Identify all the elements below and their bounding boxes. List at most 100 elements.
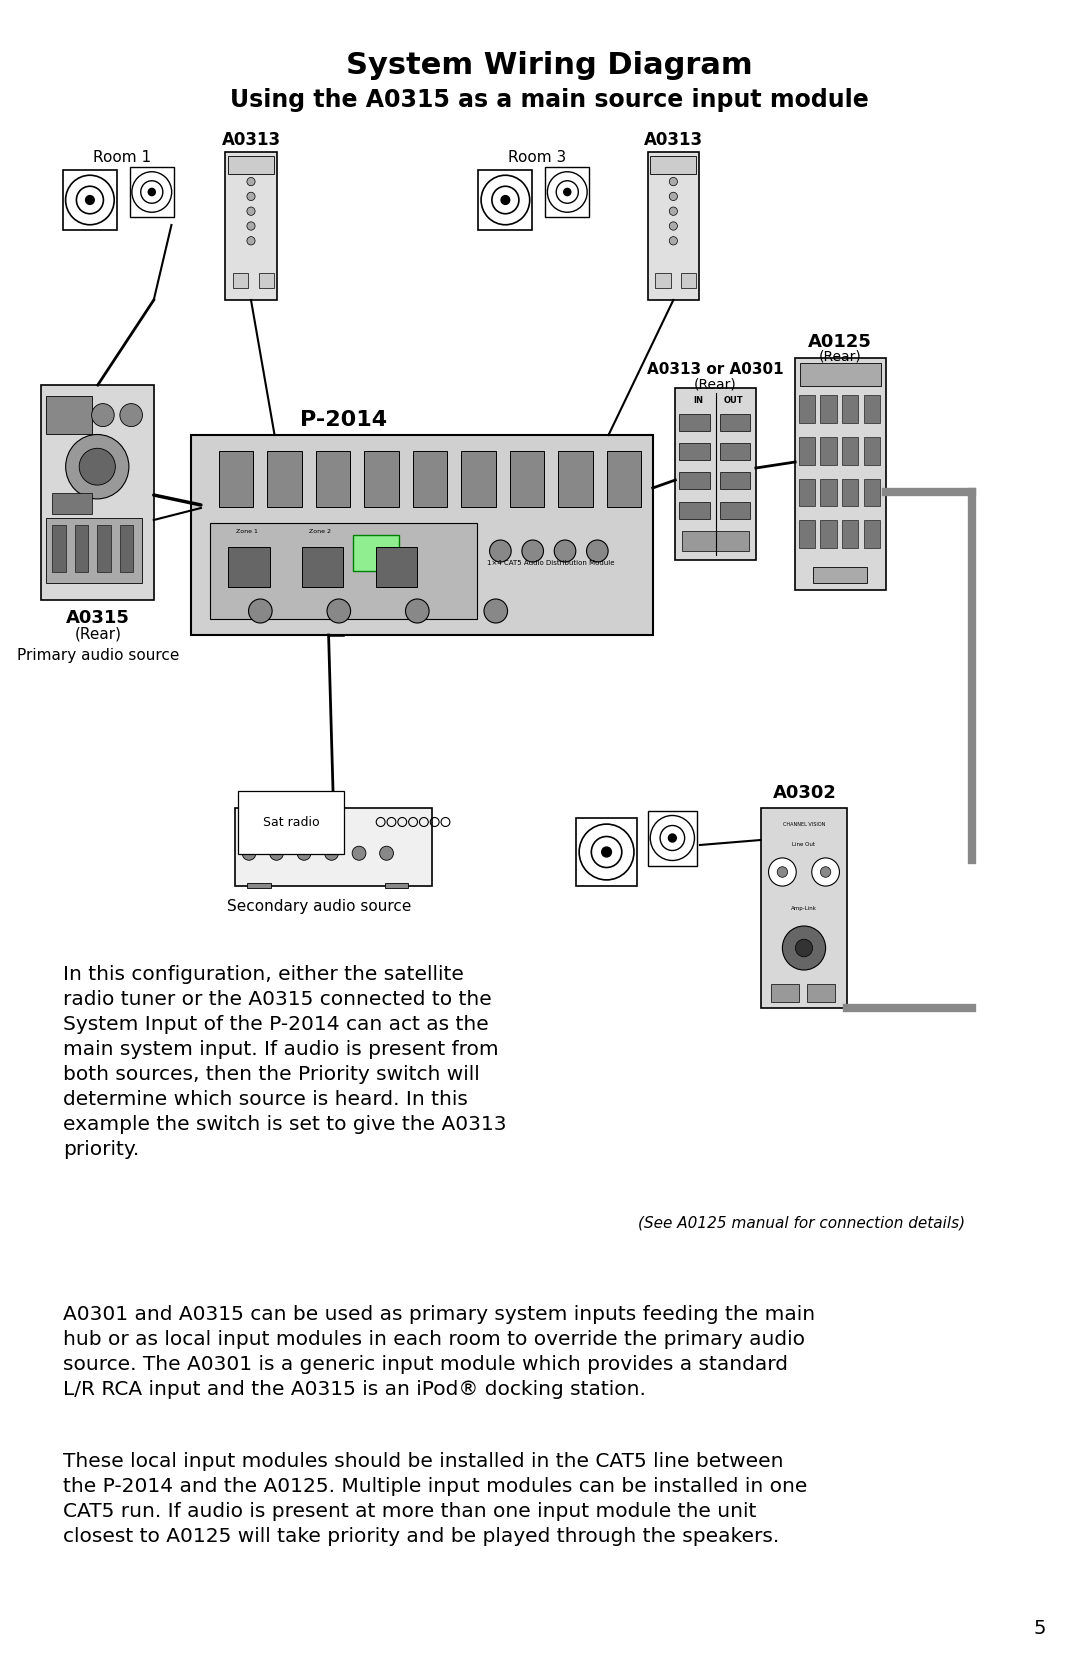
Text: source. The A0301 is a generic input module which provides a standard: source. The A0301 is a generic input mod… bbox=[64, 1355, 788, 1374]
Circle shape bbox=[380, 846, 393, 860]
Text: L/R RCA input and the A0315 is an iPod® docking station.: L/R RCA input and the A0315 is an iPod® … bbox=[64, 1380, 646, 1399]
Circle shape bbox=[247, 192, 255, 200]
Bar bbox=[799, 479, 815, 506]
Bar bbox=[864, 521, 880, 547]
Bar bbox=[247, 883, 271, 888]
Bar bbox=[808, 985, 835, 1001]
Text: A0302: A0302 bbox=[773, 784, 837, 803]
Text: 1×4 CAT5 Audio Distribution Module: 1×4 CAT5 Audio Distribution Module bbox=[487, 561, 615, 566]
Text: hub or as local input modules in each room to override the primary audio: hub or as local input modules in each ro… bbox=[64, 1330, 806, 1349]
Bar bbox=[648, 152, 699, 300]
Bar bbox=[41, 386, 153, 599]
Circle shape bbox=[352, 846, 366, 860]
Bar bbox=[46, 519, 143, 582]
Bar bbox=[545, 167, 590, 217]
Bar bbox=[191, 436, 652, 634]
Text: Room 3: Room 3 bbox=[508, 150, 566, 165]
Circle shape bbox=[795, 940, 812, 956]
Circle shape bbox=[148, 189, 156, 195]
Bar bbox=[52, 524, 66, 572]
Circle shape bbox=[66, 434, 129, 499]
Bar bbox=[799, 521, 815, 547]
Text: Primary audio source: Primary audio source bbox=[16, 648, 179, 663]
Text: closest to A0125 will take priority and be played through the speakers.: closest to A0125 will take priority and … bbox=[64, 1527, 780, 1545]
Bar bbox=[233, 274, 248, 289]
Bar bbox=[799, 362, 881, 386]
Text: the P-2014 and the A0125. Multiple input modules can be installed in one: the P-2014 and the A0125. Multiple input… bbox=[64, 1477, 808, 1495]
Text: P-2014: P-2014 bbox=[300, 411, 387, 431]
Bar bbox=[413, 451, 447, 507]
Bar bbox=[679, 414, 710, 431]
Bar bbox=[821, 521, 837, 547]
Circle shape bbox=[778, 866, 787, 878]
Bar bbox=[228, 547, 270, 587]
Circle shape bbox=[247, 177, 255, 185]
Bar bbox=[813, 567, 867, 582]
Bar bbox=[63, 170, 117, 230]
Bar bbox=[719, 442, 751, 461]
Bar bbox=[864, 437, 880, 464]
Text: (See A0125 manual for connection details): (See A0125 manual for connection details… bbox=[638, 1215, 966, 1230]
Bar bbox=[75, 524, 89, 572]
Bar bbox=[267, 451, 302, 507]
Bar bbox=[679, 442, 710, 461]
Bar bbox=[130, 167, 174, 217]
Text: These local input modules should be installed in the CAT5 line between: These local input modules should be inst… bbox=[64, 1452, 784, 1470]
Bar bbox=[656, 274, 671, 289]
Circle shape bbox=[501, 195, 510, 204]
Circle shape bbox=[248, 599, 272, 623]
Text: (Rear): (Rear) bbox=[75, 626, 121, 641]
Bar bbox=[821, 437, 837, 464]
Text: radio tuner or the A0315 connected to the: radio tuner or the A0315 connected to th… bbox=[64, 990, 492, 1010]
Bar bbox=[461, 451, 496, 507]
Circle shape bbox=[405, 599, 429, 623]
Text: Room 1: Room 1 bbox=[93, 150, 151, 165]
Text: priority.: priority. bbox=[64, 1140, 139, 1158]
Circle shape bbox=[85, 195, 94, 204]
Text: CAT5 run. If audio is present at more than one input module the unit: CAT5 run. If audio is present at more th… bbox=[64, 1502, 757, 1520]
Bar bbox=[842, 521, 859, 547]
Bar bbox=[679, 501, 710, 519]
Circle shape bbox=[602, 848, 611, 856]
Bar bbox=[235, 808, 432, 886]
Bar bbox=[681, 274, 697, 289]
Bar bbox=[52, 492, 92, 514]
Circle shape bbox=[782, 926, 825, 970]
Circle shape bbox=[769, 858, 796, 886]
Bar bbox=[821, 479, 837, 506]
Bar bbox=[97, 524, 111, 572]
Bar bbox=[353, 536, 399, 571]
Circle shape bbox=[247, 222, 255, 230]
Text: determine which source is heard. In this: determine which source is heard. In this bbox=[64, 1090, 469, 1108]
Circle shape bbox=[554, 541, 576, 562]
Bar bbox=[510, 451, 544, 507]
Circle shape bbox=[812, 858, 839, 886]
Bar bbox=[120, 524, 134, 572]
Bar bbox=[228, 157, 274, 174]
Text: A0125: A0125 bbox=[809, 334, 873, 350]
Bar bbox=[558, 451, 593, 507]
Text: (Rear): (Rear) bbox=[694, 377, 737, 391]
Circle shape bbox=[325, 846, 338, 860]
Circle shape bbox=[484, 599, 508, 623]
Bar bbox=[384, 883, 408, 888]
Circle shape bbox=[670, 237, 677, 245]
Bar bbox=[864, 396, 880, 422]
Bar bbox=[576, 818, 637, 886]
Circle shape bbox=[92, 404, 114, 427]
Bar bbox=[226, 152, 276, 300]
Text: System Input of the P-2014 can act as the: System Input of the P-2014 can act as th… bbox=[64, 1015, 489, 1035]
Circle shape bbox=[79, 449, 116, 486]
Text: Line Out: Line Out bbox=[793, 841, 815, 846]
Circle shape bbox=[247, 207, 255, 215]
Bar bbox=[799, 396, 815, 422]
Circle shape bbox=[670, 192, 677, 200]
Text: Amp-Link: Amp-Link bbox=[791, 906, 816, 911]
Text: main system input. If audio is present from: main system input. If audio is present f… bbox=[64, 1040, 499, 1060]
Text: A0301 and A0315 can be used as primary system inputs feeding the main: A0301 and A0315 can be used as primary s… bbox=[64, 1305, 815, 1324]
Circle shape bbox=[564, 189, 571, 195]
Text: both sources, then the Priority switch will: both sources, then the Priority switch w… bbox=[64, 1065, 481, 1083]
Bar bbox=[771, 985, 799, 1001]
Text: Using the A0315 as a main source input module: Using the A0315 as a main source input m… bbox=[230, 88, 869, 112]
Circle shape bbox=[669, 834, 676, 841]
